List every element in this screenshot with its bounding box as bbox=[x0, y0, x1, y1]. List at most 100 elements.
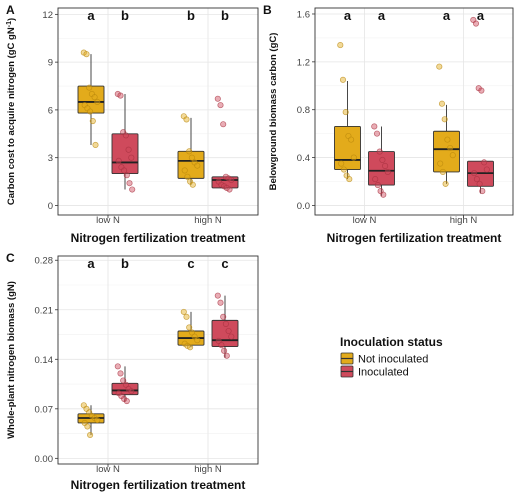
legend-item-inoculated: Inoculated bbox=[340, 365, 409, 379]
y-axis-title: Whole-plant nitrogen biomass (gN) bbox=[6, 281, 17, 439]
data-point bbox=[371, 123, 378, 130]
data-point bbox=[221, 347, 228, 354]
data-point bbox=[117, 92, 124, 99]
y-tick-label: 6 bbox=[48, 105, 53, 116]
significance-letter: b bbox=[121, 8, 129, 23]
data-point bbox=[214, 95, 221, 102]
data-point bbox=[123, 172, 130, 179]
data-point bbox=[121, 167, 128, 174]
y-axis-title: Carbon cost to acquire nitrogen (gC gN-1… bbox=[6, 18, 18, 205]
legend: Inoculation status Not inoculated Inocul… bbox=[340, 335, 443, 379]
data-point bbox=[225, 327, 232, 335]
legend-item-not-inoculated: Not inoculated bbox=[340, 352, 428, 366]
data-point bbox=[194, 162, 201, 169]
y-tick-label: 0.14 bbox=[35, 355, 54, 366]
box-body bbox=[334, 126, 361, 170]
data-point bbox=[339, 76, 347, 83]
data-point bbox=[120, 377, 127, 384]
significance-letter: a bbox=[87, 256, 95, 271]
x-tick-label: high N bbox=[194, 464, 222, 475]
data-point bbox=[186, 148, 193, 155]
x-tick-label: low N bbox=[353, 215, 377, 226]
data-point bbox=[438, 100, 446, 107]
box-inoculated-low-n bbox=[111, 363, 139, 405]
panels-group: A 0 3 6 9 12 low N high N a b b b Nitrogen fertiliza… bbox=[6, 3, 514, 492]
data-point bbox=[181, 167, 188, 174]
data-point bbox=[188, 154, 195, 161]
panel-b: B 0.0 0.4 0.8 1.2 1.6 low N high N a a a a Nitrogen … bbox=[263, 3, 514, 245]
panel-a: A 0 3 6 9 12 low N high N a b b b Nitrogen fertiliza… bbox=[6, 3, 259, 245]
data-point bbox=[115, 157, 122, 164]
data-point bbox=[117, 370, 124, 377]
y-tick-label: 0.00 bbox=[35, 454, 54, 465]
data-point bbox=[87, 431, 94, 439]
data-point bbox=[183, 313, 190, 320]
data-point bbox=[372, 176, 379, 183]
data-point bbox=[218, 342, 225, 349]
significance-letter: a bbox=[477, 8, 485, 23]
y-axis-title: Belowground biomass carbon (gC) bbox=[268, 33, 279, 191]
data-point bbox=[129, 186, 136, 193]
data-point bbox=[338, 160, 345, 167]
y-tick-label: 1.6 bbox=[297, 9, 310, 20]
y-tick-label: 12 bbox=[42, 10, 53, 21]
significance-letter: a bbox=[443, 8, 451, 23]
x-tick-label: low N bbox=[96, 215, 120, 226]
y-tick-label: 1.2 bbox=[297, 57, 310, 68]
data-point bbox=[184, 173, 191, 180]
significance-letter: c bbox=[221, 256, 228, 271]
data-point bbox=[373, 130, 381, 137]
data-point bbox=[126, 180, 133, 187]
data-point bbox=[91, 94, 98, 101]
y-tick-label: 3 bbox=[48, 153, 53, 164]
data-point bbox=[128, 154, 135, 161]
box-not-inoculated-high-n bbox=[177, 308, 205, 351]
data-point bbox=[89, 118, 96, 125]
data-point bbox=[186, 324, 193, 331]
box-not-inoculated-low-n bbox=[334, 42, 361, 183]
significance-letter: b bbox=[187, 8, 195, 23]
data-point bbox=[348, 136, 355, 143]
y-tick-label: 0.21 bbox=[35, 305, 54, 316]
box-inoculated-low-n bbox=[368, 123, 395, 198]
data-point bbox=[122, 381, 129, 388]
data-point bbox=[479, 188, 486, 195]
data-point bbox=[449, 152, 456, 159]
y-tick-label: 0.0 bbox=[297, 201, 310, 212]
panel-label-c: C bbox=[6, 251, 15, 265]
data-point bbox=[128, 388, 135, 395]
data-point bbox=[481, 159, 488, 166]
data-point bbox=[447, 144, 454, 152]
data-point bbox=[94, 417, 101, 424]
data-point bbox=[180, 308, 187, 315]
box-body bbox=[77, 85, 105, 114]
data-point bbox=[342, 109, 349, 116]
box-body bbox=[433, 130, 460, 173]
y-tick-label: 0.28 bbox=[35, 256, 54, 267]
data-point bbox=[86, 84, 93, 91]
data-point bbox=[473, 176, 480, 183]
data-point bbox=[194, 337, 201, 344]
box-body bbox=[111, 382, 139, 396]
legend-label-not-inoculated: Not inoculated bbox=[358, 354, 428, 366]
x-tick-label: high N bbox=[450, 215, 478, 226]
data-point bbox=[444, 136, 451, 143]
data-point bbox=[123, 397, 130, 405]
data-point bbox=[187, 344, 194, 351]
data-point bbox=[384, 168, 391, 175]
data-point bbox=[83, 51, 90, 58]
data-point bbox=[379, 156, 386, 164]
x-axis-title: Nitrogen fertilization treatment bbox=[71, 231, 246, 245]
significance-letter: a bbox=[344, 8, 352, 23]
x-tick-label: high N bbox=[194, 215, 222, 226]
data-point bbox=[222, 320, 229, 327]
data-point bbox=[84, 423, 91, 430]
data-point bbox=[223, 352, 230, 359]
data-point bbox=[472, 20, 480, 27]
y-tick-label: 0.07 bbox=[35, 404, 54, 415]
data-point bbox=[188, 329, 195, 336]
data-point bbox=[376, 148, 383, 155]
x-tick-label: low N bbox=[96, 464, 120, 475]
legend-label-inoculated: Inoculated bbox=[358, 367, 409, 379]
